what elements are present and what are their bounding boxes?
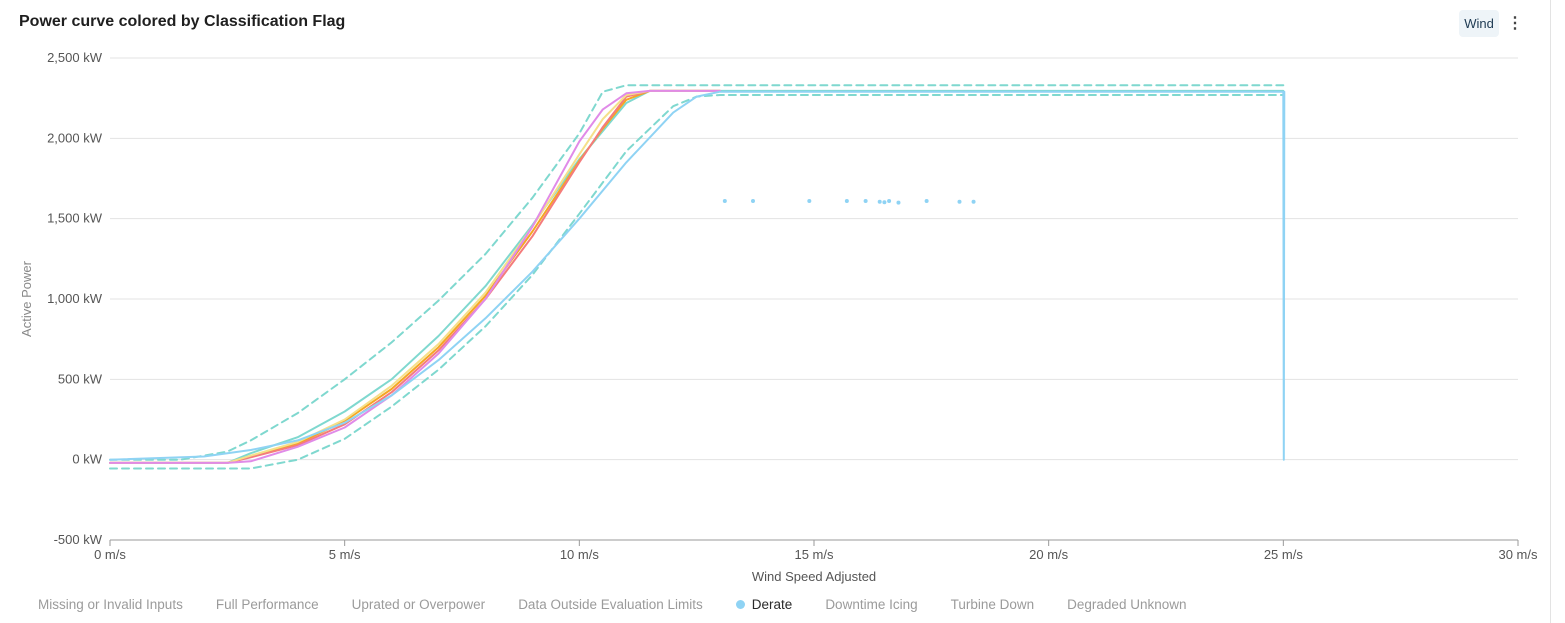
x-axis-title: Wind Speed Adjusted	[752, 569, 876, 584]
legend-item-uprated-or-overpower[interactable]: Uprated or Overpower	[352, 597, 486, 612]
derate-point	[722, 198, 727, 203]
derate-point	[863, 198, 868, 203]
series-line-6	[109, 89, 722, 464]
legend-label: Uprated or Overpower	[351, 596, 486, 612]
more-vertical-icon[interactable]: ⋮	[1507, 15, 1523, 32]
chart-legend: Missing or Invalid Inputs Full Performanc…	[38, 594, 1219, 614]
series-line-3	[109, 89, 1285, 464]
legend-label: Degraded Unknown	[1067, 596, 1187, 612]
legend-item-missing-or-invalid-inputs[interactable]: Missing or Invalid Inputs	[38, 597, 183, 612]
y-tick-label: 1,500 kW	[47, 211, 103, 226]
y-tick-label: 2,000 kW	[47, 130, 103, 145]
derate-point	[971, 199, 976, 204]
legend-label: Data Outside Evaluation Limits	[518, 596, 703, 612]
x-tick-label: 25 m/s	[1264, 547, 1304, 562]
derate-point	[882, 200, 887, 205]
legend-label: Downtime Icing	[825, 596, 918, 612]
x-tick-label: 0 m/s	[94, 547, 126, 562]
wind-button[interactable]: Wind	[1459, 10, 1499, 37]
series-line-2	[109, 94, 1285, 470]
x-tick-label: 30 m/s	[1498, 547, 1538, 562]
derate-point	[924, 198, 929, 203]
legend-item-full-performance[interactable]: Full Performance	[216, 597, 319, 612]
y-tick-label: -500 kW	[54, 532, 103, 547]
derate-point	[957, 199, 962, 204]
y-tick-label: 0 kW	[72, 452, 102, 467]
derate-point	[887, 198, 892, 203]
legend-item-derate[interactable]: Derate	[735, 596, 793, 612]
series-line-8	[109, 90, 1286, 461]
x-tick-label: 5 m/s	[329, 547, 361, 562]
legend-label: Missing or Invalid Inputs	[38, 596, 183, 612]
legend-item-downtime-icing[interactable]: Downtime Icing	[825, 597, 917, 612]
derate-point	[896, 200, 901, 205]
y-tick-label: 500 kW	[58, 371, 103, 386]
x-tick-label: 10 m/s	[560, 547, 600, 562]
y-tick-label: 1,000 kW	[47, 291, 103, 306]
legend-dot-icon	[735, 599, 745, 609]
chart-title: Power curve colored by Classification Fl…	[19, 13, 346, 30]
derate-point	[750, 198, 755, 203]
series-line-1	[109, 84, 1285, 461]
y-axis-title: Active Power	[19, 260, 34, 337]
derate-point	[877, 199, 882, 204]
legend-label: Full Performance	[215, 596, 319, 612]
derate-point	[807, 198, 812, 203]
power-curve-chart: -500 kW 0 kW 500 kW 1,000 kW 1,500 kW 2,000 k…	[19, 50, 1538, 584]
series-line-5	[109, 89, 722, 464]
derate-point	[844, 198, 849, 203]
series-line-4	[109, 89, 722, 464]
series-line-7	[109, 89, 722, 464]
legend-label: Derate	[751, 596, 793, 612]
x-tick-label: 20 m/s	[1029, 547, 1069, 562]
panel-divider	[1550, 0, 1551, 623]
y-tick-label: 2,500 kW	[47, 50, 103, 65]
legend-item-turbine-down[interactable]: Turbine Down	[951, 597, 1035, 612]
x-tick-label: 15 m/s	[794, 547, 834, 562]
legend-item-data-outside-evaluation-limits[interactable]: Data Outside Evaluation Limits	[518, 597, 703, 612]
legend-item-degraded-unknown[interactable]: Degraded Unknown	[1067, 597, 1186, 612]
legend-label: Turbine Down	[950, 596, 1035, 612]
